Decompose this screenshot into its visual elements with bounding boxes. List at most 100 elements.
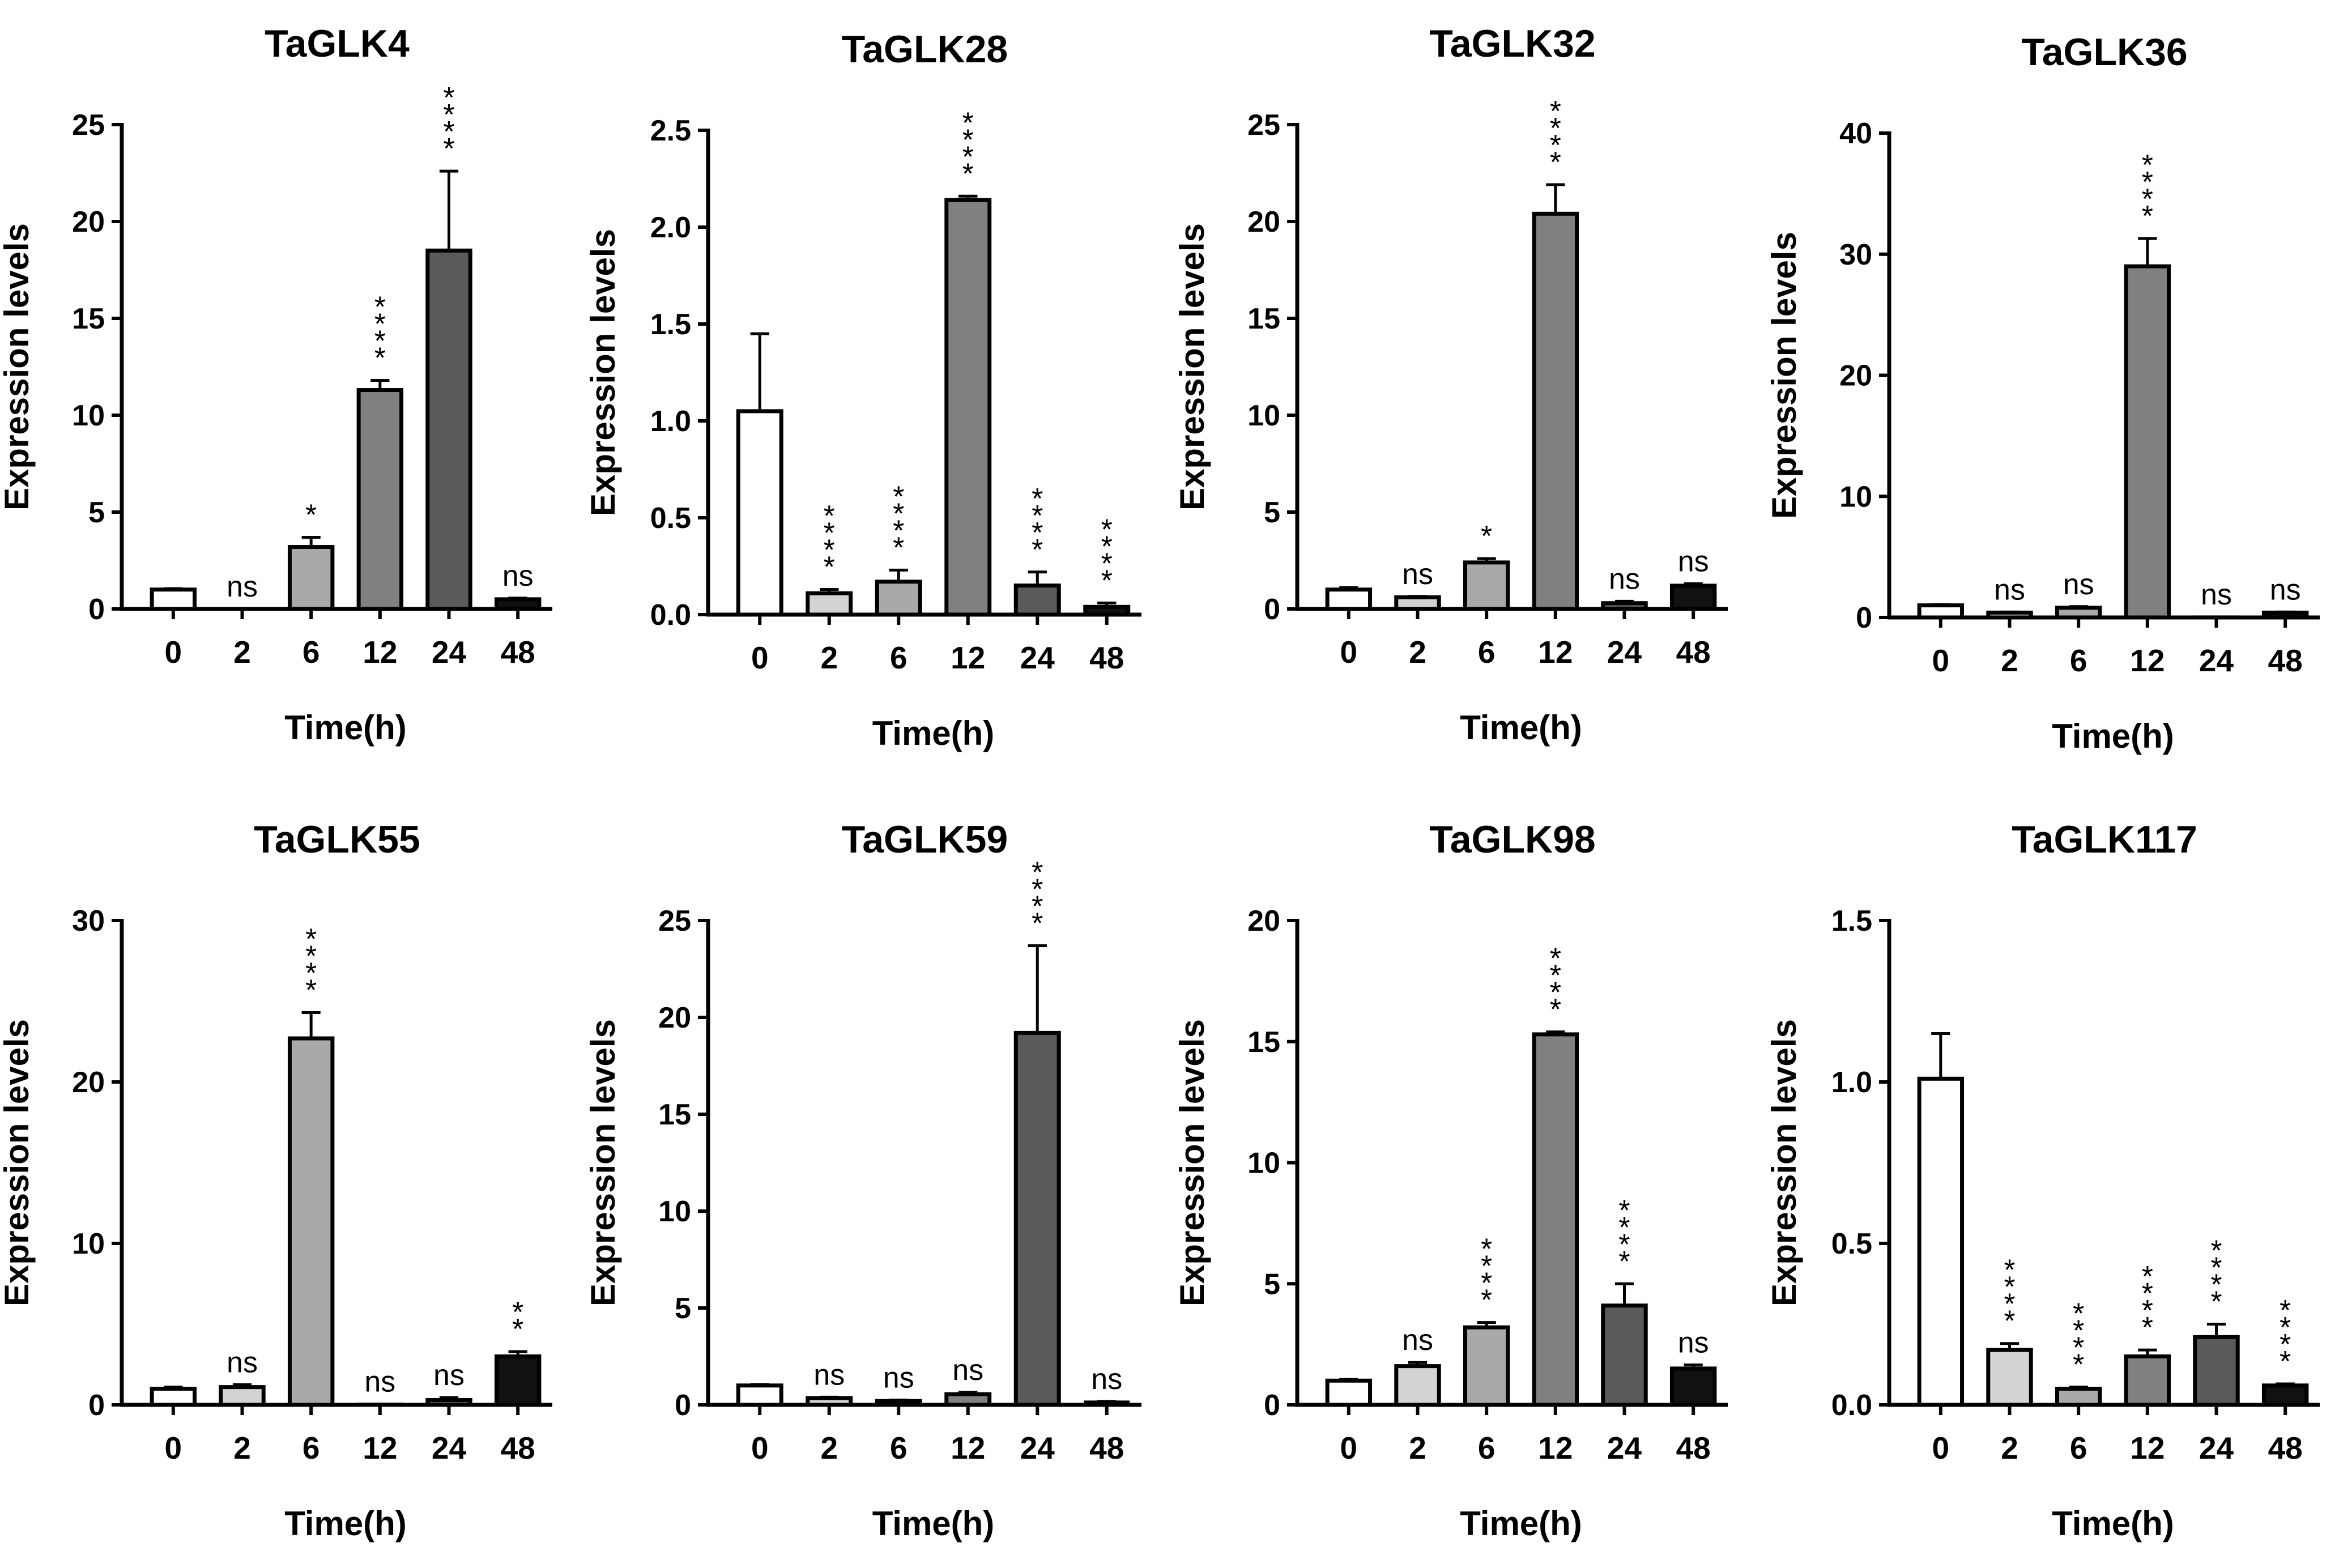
y-tick-label: 15 xyxy=(1247,1026,1280,1059)
significance-label: * * * * xyxy=(824,500,835,584)
x-tick-label: 24 xyxy=(2199,643,2234,678)
bar xyxy=(2055,1387,2102,1407)
significance-label: ns xyxy=(952,1354,983,1387)
bar xyxy=(287,545,335,611)
bar xyxy=(944,198,992,617)
y-tick-label: 5 xyxy=(675,1292,691,1325)
x-tick-label: 12 xyxy=(951,640,985,675)
y-axis-label: Expression levels xyxy=(1765,1019,1803,1306)
bar xyxy=(806,591,853,617)
significance-label: ns xyxy=(2201,578,2232,611)
x-tick-label: 2 xyxy=(233,634,251,670)
bar xyxy=(357,1403,403,1407)
significance-label: * * xyxy=(512,1296,523,1346)
significance-label: ns xyxy=(364,1366,395,1399)
x-axis-label: Time(h) xyxy=(284,1505,407,1543)
x-tick-label: 6 xyxy=(303,634,320,670)
bar xyxy=(1917,1076,1965,1407)
y-tick-label: 10 xyxy=(72,1228,105,1260)
x-tick-label: 0 xyxy=(1340,634,1358,670)
x-tick-label: 24 xyxy=(1607,1430,1642,1465)
x-tick-label: 2 xyxy=(1409,634,1426,670)
y-tick-label: 0.0 xyxy=(650,599,691,632)
x-axis-label: Time(h) xyxy=(1460,1505,1582,1543)
bar xyxy=(1986,1348,2033,1407)
chart-title: TaGLK59 xyxy=(842,818,1008,861)
x-tick-label: 48 xyxy=(1089,640,1124,675)
significance-label: * * * * xyxy=(2210,1235,2222,1319)
x-tick-label: 6 xyxy=(1478,634,1496,670)
x-tick-label: 48 xyxy=(1089,1430,1124,1465)
bar xyxy=(494,597,542,611)
y-tick-label: 1.5 xyxy=(1831,905,1872,938)
significance-label: * * * * xyxy=(1550,95,1561,179)
y-tick-label: 20 xyxy=(72,206,105,238)
significance-label: * * * * xyxy=(893,480,904,564)
significance-label: ns xyxy=(227,570,258,603)
x-tick-label: 24 xyxy=(1607,634,1642,670)
x-tick-label: 2 xyxy=(2001,1430,2018,1465)
x-tick-label: 6 xyxy=(890,640,908,675)
bar xyxy=(875,1399,922,1407)
y-axis-label: Expression levels xyxy=(1173,1019,1211,1306)
x-tick-label: 48 xyxy=(1676,1430,1711,1465)
chart-panel-taglk55: TaGLK55 Expression levels Time(h) 0 10 20 30 0 2… xyxy=(0,818,552,1543)
x-tick-label: 48 xyxy=(2268,643,2303,678)
x-tick-label: 12 xyxy=(1538,634,1573,670)
y-tick-label: 5 xyxy=(1264,496,1280,529)
y-tick-label: 0.5 xyxy=(650,502,691,535)
bar xyxy=(494,1354,542,1407)
y-tick-label: 20 xyxy=(658,1002,691,1034)
bar xyxy=(356,388,404,611)
significance-label: * * * * xyxy=(374,291,386,374)
significance-label: ns xyxy=(1678,546,1709,578)
bar xyxy=(150,1387,197,1407)
bar xyxy=(1325,1378,1373,1407)
bar xyxy=(1532,211,1579,611)
chart-title: TaGLK117 xyxy=(2012,818,2197,861)
x-tick-label: 12 xyxy=(2130,1430,2165,1465)
bar xyxy=(1013,1030,1061,1407)
significance-label: * * * * xyxy=(2004,1254,2015,1338)
y-tick-label: 10 xyxy=(72,399,105,432)
x-tick-label: 6 xyxy=(1478,1430,1496,1465)
x-axis-label: Time(h) xyxy=(872,1505,995,1543)
y-tick-label: 30 xyxy=(72,905,105,938)
y-tick-label: 25 xyxy=(1247,109,1280,142)
significance-label: * * * * xyxy=(2142,1260,2153,1344)
x-tick-label: 2 xyxy=(1409,1430,1426,1465)
significance-label: * * * * xyxy=(962,106,974,190)
y-tick-label: 2.5 xyxy=(650,114,691,147)
bar xyxy=(736,1383,783,1407)
x-tick-label: 24 xyxy=(1020,640,1055,675)
y-tick-label: 10 xyxy=(1839,480,1872,513)
significance-label: ns xyxy=(1678,1326,1709,1359)
chart-title: TaGLK36 xyxy=(2021,31,2187,74)
y-tick-label: 0.5 xyxy=(1831,1228,1872,1260)
x-tick-label: 6 xyxy=(2070,643,2087,678)
bar xyxy=(425,1397,472,1407)
y-tick-label: 20 xyxy=(1247,206,1280,238)
significance-label: ns xyxy=(1994,573,2025,606)
significance-label: * * * * xyxy=(305,923,317,1007)
y-tick-label: 15 xyxy=(658,1098,691,1131)
y-tick-label: 10 xyxy=(658,1195,691,1228)
bar xyxy=(1601,601,1648,611)
x-tick-label: 12 xyxy=(1538,1430,1573,1465)
chart-panel-taglk98: TaGLK98 Expression levels Time(h) 0 5 10 15 20 0… xyxy=(1173,818,1728,1543)
significance-label: ns xyxy=(2063,568,2094,601)
significance-label: * * * * xyxy=(1101,513,1113,597)
bar xyxy=(1394,595,1441,611)
y-axis-label: Expression levels xyxy=(584,229,622,516)
y-tick-label: 30 xyxy=(1839,238,1872,271)
significance-label: ns xyxy=(502,560,534,593)
chart-title: TaGLK98 xyxy=(1429,818,1595,861)
bar xyxy=(1601,1303,1648,1407)
significance-label: * * * * xyxy=(2142,149,2153,233)
y-tick-label: 10 xyxy=(1247,399,1280,432)
chart-title: TaGLK55 xyxy=(254,818,420,861)
